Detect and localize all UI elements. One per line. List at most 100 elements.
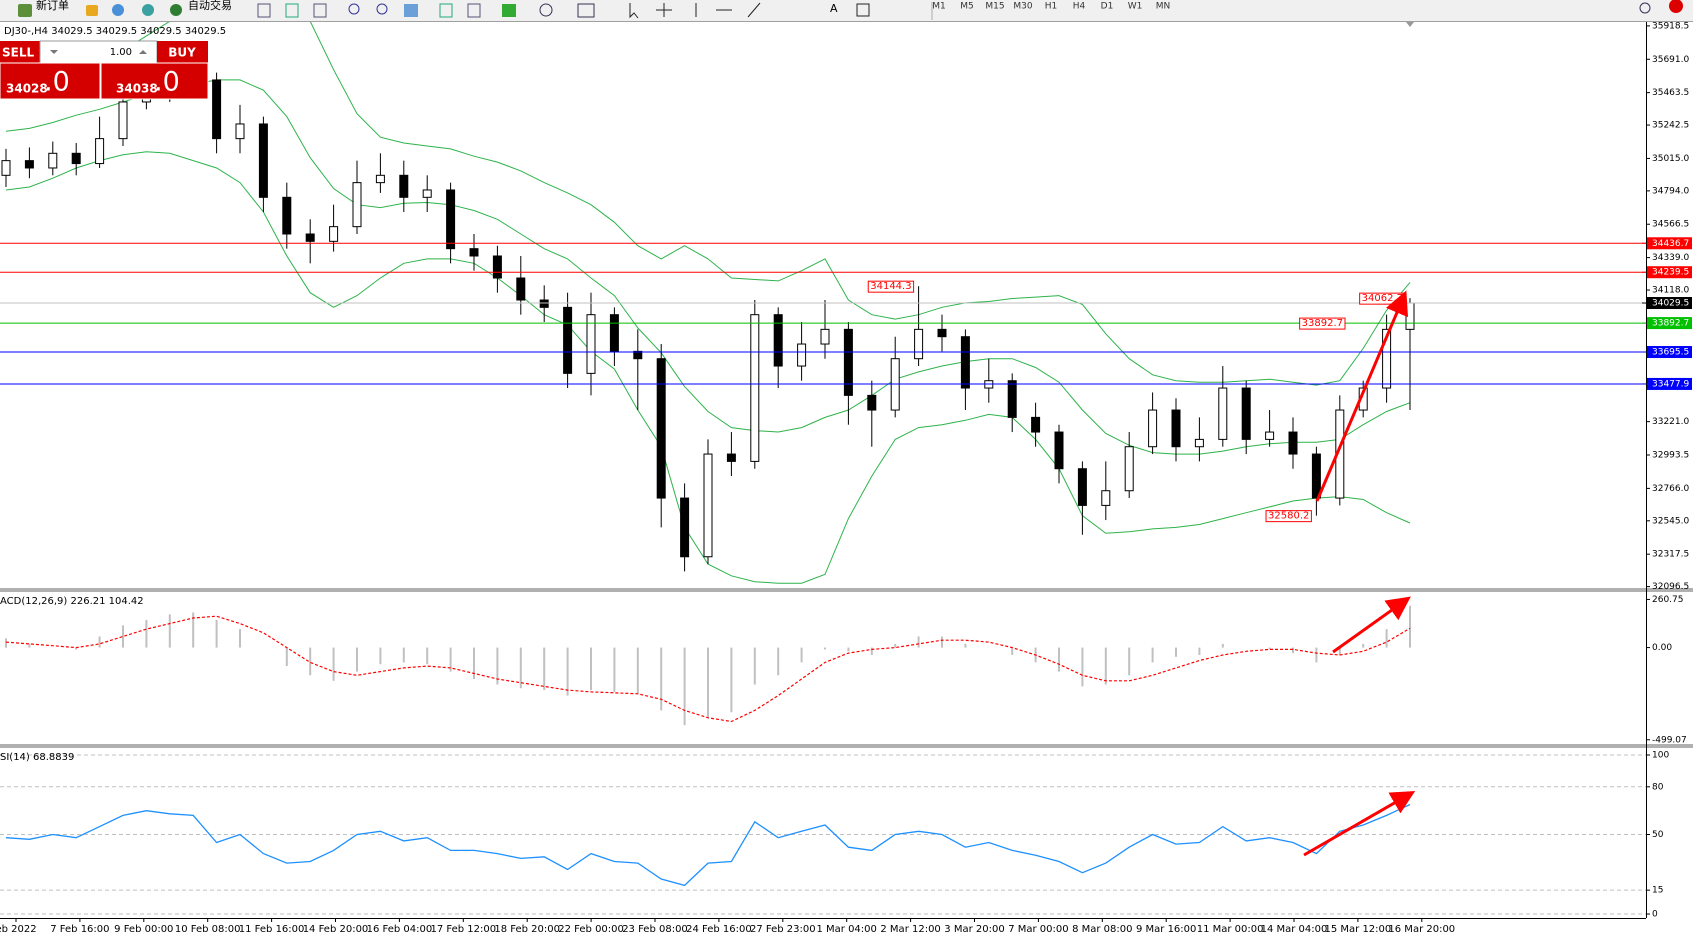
y-tick-label: 260.75: [1652, 595, 1684, 605]
candle-body: [1148, 409, 1158, 448]
candle-body: [1265, 431, 1275, 440]
candle-body: [1171, 409, 1181, 448]
price-level-label-bg: [1647, 237, 1692, 250]
icon[interactable]: [467, 3, 481, 18]
price-level-label: 33892.7: [1652, 319, 1689, 329]
candle-body: [1382, 328, 1392, 389]
candle-body: [726, 453, 736, 462]
price-level-label: 33477.9: [1652, 379, 1689, 389]
buy-label[interactable]: BUY: [168, 46, 196, 60]
candle-body: [235, 123, 245, 140]
ask-main[interactable]: 34038: [116, 82, 158, 96]
one-click-trading: SELL 1.00 BUY 34028 .0 34038 .0: [0, 40, 209, 100]
search-icon[interactable]: [1639, 2, 1651, 14]
y-tick-label: 35242.5: [1652, 121, 1689, 131]
timeframe-button[interactable]: M30: [1013, 2, 1032, 12]
volume-down[interactable]: [50, 50, 58, 54]
candle-body: [1124, 446, 1134, 492]
tool-icons: A: [257, 0, 1683, 20]
panel-macd: [5, 605, 1411, 726]
icon[interactable]: [112, 4, 124, 16]
new-order-button[interactable]: 新订单: [36, 0, 69, 12]
new-order-icon[interactable]: [18, 4, 32, 17]
y-tick-label: 32545.0: [1652, 516, 1689, 526]
timeframe-button[interactable]: M1: [932, 2, 946, 12]
volume-field[interactable]: [39, 40, 158, 64]
line-tools[interactable]: [695, 2, 761, 18]
timeframe-button[interactable]: W1: [1128, 2, 1143, 12]
auto-trading-icon[interactable]: [170, 4, 182, 16]
icon[interactable]: [86, 5, 98, 16]
candle-body: [492, 255, 502, 279]
icon[interactable]: [285, 3, 299, 18]
sell-label[interactable]: SELL: [2, 46, 34, 60]
y-tick-label: 32317.5: [1652, 550, 1689, 560]
timeframe-button[interactable]: M15: [985, 2, 1004, 12]
notification-icon[interactable]: [1669, 0, 1683, 13]
icon[interactable]: [539, 3, 553, 17]
bid-box[interactable]: [0, 62, 101, 100]
icon[interactable]: [577, 3, 595, 18]
timeframe-button[interactable]: H4: [1073, 2, 1086, 12]
candle-body: [960, 336, 970, 389]
timeframe-button[interactable]: M5: [960, 2, 974, 12]
crosshair-icon[interactable]: [656, 3, 672, 17]
icon[interactable]: [142, 4, 154, 16]
candle-body: [1405, 302, 1415, 330]
candle-body: [609, 314, 619, 352]
timeframe-button[interactable]: MN: [1156, 2, 1171, 12]
y-tick-label: 15: [1652, 886, 1663, 896]
zoom-in[interactable]: [348, 3, 360, 15]
price-level-label: 34029.5: [1652, 299, 1689, 309]
x-tick-label: 1 Mar 04:00: [816, 924, 876, 935]
candle-body: [633, 350, 643, 360]
volume-value[interactable]: 1.00: [110, 47, 132, 58]
x-tick-label: 22 Feb 00:00: [558, 924, 624, 935]
icon[interactable]: [439, 3, 453, 18]
icon[interactable]: [404, 4, 418, 17]
auto-trading-button[interactable]: 自动交易: [188, 0, 232, 12]
label-tool[interactable]: [856, 3, 870, 17]
candle-body: [1, 160, 11, 176]
icon[interactable]: [313, 3, 327, 18]
x-tick-label: 9 Feb 00:00: [114, 924, 173, 935]
x-tick-label: 3 Mar 20:00: [944, 924, 1004, 935]
candle-body: [352, 182, 362, 228]
price-annotation: 34144.3: [867, 280, 915, 293]
ask-box[interactable]: [100, 62, 209, 100]
x-tick-label: 16 Mar 20:00: [1388, 924, 1455, 935]
candle-body: [446, 189, 456, 250]
volume-up[interactable]: [139, 50, 147, 54]
panel-candlestick: [1, 22, 1415, 584]
x-tick-label: 10 Feb 08:00: [175, 924, 241, 935]
zoom-out[interactable]: [376, 3, 388, 15]
ask-frac[interactable]: .0: [154, 67, 180, 98]
candle-body: [1031, 416, 1041, 433]
annotation-text: 32580.2: [1268, 511, 1309, 522]
icon[interactable]: [257, 3, 271, 18]
timeframe-button[interactable]: H1: [1045, 2, 1058, 12]
x-tick-label: 2 Mar 12:00: [880, 924, 940, 935]
cursor-icon[interactable]: [629, 3, 639, 19]
candle-body: [329, 226, 339, 242]
y-tick-label: 50: [1652, 830, 1664, 840]
y-tick-label: 33221.0: [1652, 417, 1689, 427]
price-annotation: 32580.2: [1265, 510, 1312, 523]
x-tick-label: 11 Feb 16:00: [239, 924, 305, 935]
text-tool[interactable]: A: [830, 2, 838, 15]
icon[interactable]: [502, 4, 516, 17]
buy-button[interactable]: [157, 41, 208, 63]
macd-signal: [5, 615, 1411, 723]
rsi-line: [5, 803, 1411, 887]
candle-body: [1241, 387, 1251, 440]
bid-frac[interactable]: .0: [44, 67, 70, 98]
y-tick-label: 35015.0: [1652, 154, 1689, 164]
y-tick-label: 0.00: [1652, 643, 1672, 653]
candle-body: [867, 394, 877, 411]
y-tick-label: -499.07: [1652, 735, 1687, 745]
candle-body: [750, 314, 760, 462]
sell-button[interactable]: [0, 41, 40, 63]
bid-main[interactable]: 34028: [6, 82, 48, 96]
timeframe-button[interactable]: D1: [1101, 2, 1114, 12]
